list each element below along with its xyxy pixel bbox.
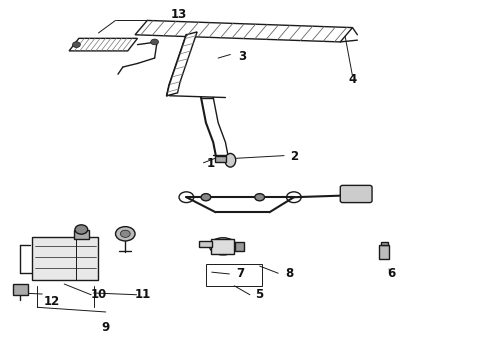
Bar (235, 242, 244, 251)
Circle shape (75, 225, 88, 234)
Bar (379, 244, 389, 259)
Polygon shape (69, 39, 138, 51)
Circle shape (121, 230, 130, 237)
Circle shape (201, 194, 211, 201)
Text: 4: 4 (348, 73, 357, 86)
FancyBboxPatch shape (32, 237, 98, 280)
Circle shape (73, 42, 80, 48)
Bar (215, 156, 226, 162)
Ellipse shape (210, 238, 237, 255)
Text: 9: 9 (101, 320, 110, 333)
Text: 3: 3 (239, 50, 246, 63)
Bar (13, 284, 27, 295)
Circle shape (151, 39, 159, 45)
Text: 10: 10 (90, 288, 106, 301)
Text: 6: 6 (388, 267, 396, 280)
Text: 5: 5 (255, 288, 264, 301)
Polygon shape (135, 21, 352, 42)
Text: 8: 8 (285, 267, 293, 280)
Text: 7: 7 (236, 267, 244, 280)
Text: 2: 2 (290, 150, 298, 163)
Bar (211, 239, 234, 253)
Bar (198, 241, 212, 247)
Text: 1: 1 (207, 157, 215, 170)
Bar (74, 230, 89, 239)
Polygon shape (167, 32, 197, 96)
Circle shape (255, 194, 265, 201)
Ellipse shape (225, 153, 236, 167)
Text: 13: 13 (171, 8, 187, 21)
Bar (381, 242, 388, 245)
Circle shape (116, 226, 135, 241)
Text: 11: 11 (134, 288, 150, 301)
Bar (206, 264, 262, 286)
FancyBboxPatch shape (340, 185, 372, 203)
Text: 12: 12 (44, 296, 60, 309)
